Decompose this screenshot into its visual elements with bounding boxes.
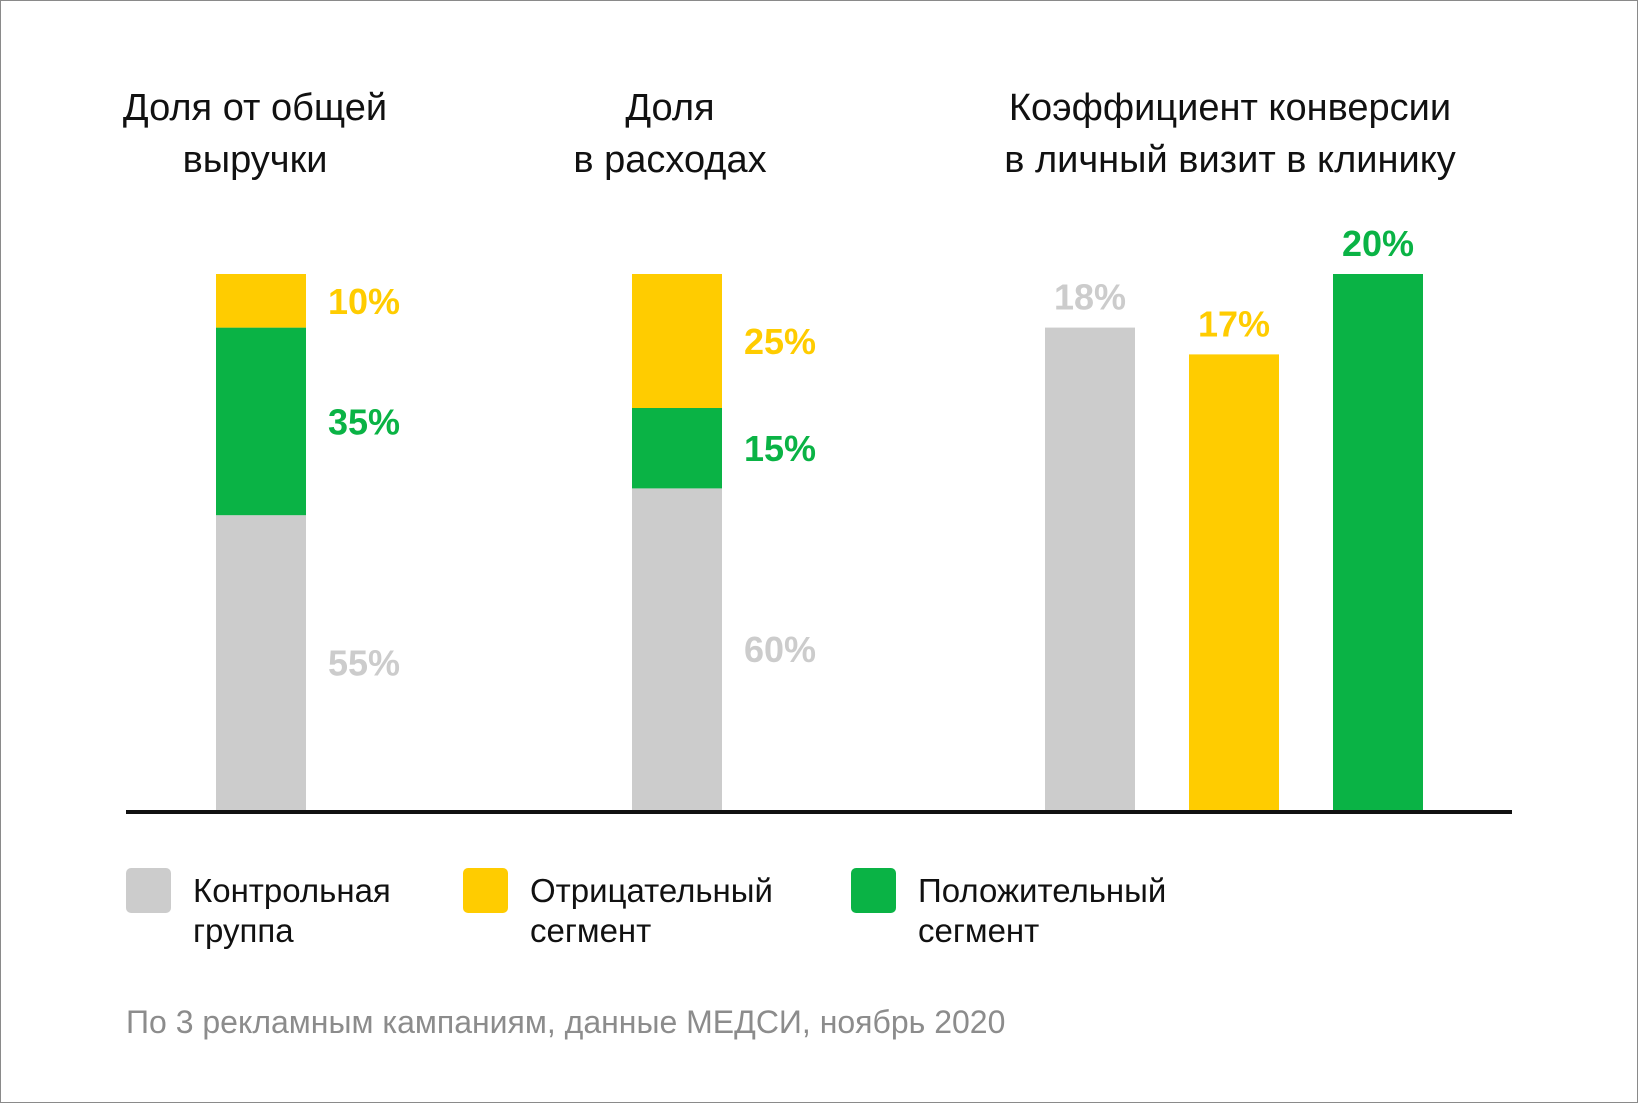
chart2-label-negative: 25%: [744, 321, 816, 362]
chart1-bar-control: [216, 515, 306, 810]
chart-title-2-line-1: Доля: [625, 87, 714, 129]
legend-swatch-control: [126, 868, 171, 913]
chart-title-3-line-2: в личный визит в клинику: [1004, 139, 1456, 181]
legend-swatch-positive: [851, 868, 896, 913]
chart3-label-negative: 17%: [1198, 303, 1270, 344]
legend-label-negative-line-2: сегмент: [530, 912, 651, 949]
legend-label-control-line-1: Контрольная: [193, 872, 391, 909]
chart1-label-negative: 10%: [328, 281, 400, 322]
chart3-label-control: 18%: [1054, 277, 1126, 318]
chart2-bar-control: [632, 488, 722, 810]
legend-label-negative-line-1: Отрицательный: [530, 872, 773, 909]
chart1-bar-positive: [216, 327, 306, 516]
chart2-label-control: 60%: [744, 629, 816, 670]
chart2-bar-positive: [632, 408, 722, 489]
chart3-bar-control: [1045, 327, 1135, 810]
chart-title-3-line-1: Коэффициент конверсии: [1009, 87, 1451, 129]
chart2-label-positive: 15%: [744, 428, 816, 469]
chart1-bar-negative: [216, 274, 306, 328]
chart2-bar-negative: [632, 274, 722, 408]
footnote: По 3 рекламным кампаниям, данные МЕДСИ, …: [126, 1004, 1005, 1040]
chart-title-1-line-2: выручки: [183, 139, 328, 181]
chart3-label-positive: 20%: [1342, 223, 1414, 264]
legend-label-control-line-2: группа: [193, 912, 294, 949]
legend-label-positive-line-2: сегмент: [918, 912, 1039, 949]
chart1-label-control: 55%: [328, 643, 400, 684]
chart3-bar-positive: [1333, 274, 1423, 810]
legend-swatch-negative: [463, 868, 508, 913]
chart-title-1-line-1: Доля от общей: [123, 87, 387, 129]
chart1-label-positive: 35%: [328, 401, 400, 442]
chart-title-2-line-2: в расходах: [573, 139, 766, 181]
chart3-bar-negative: [1189, 354, 1279, 810]
legend-label-positive-line-1: Положительный: [918, 872, 1166, 909]
